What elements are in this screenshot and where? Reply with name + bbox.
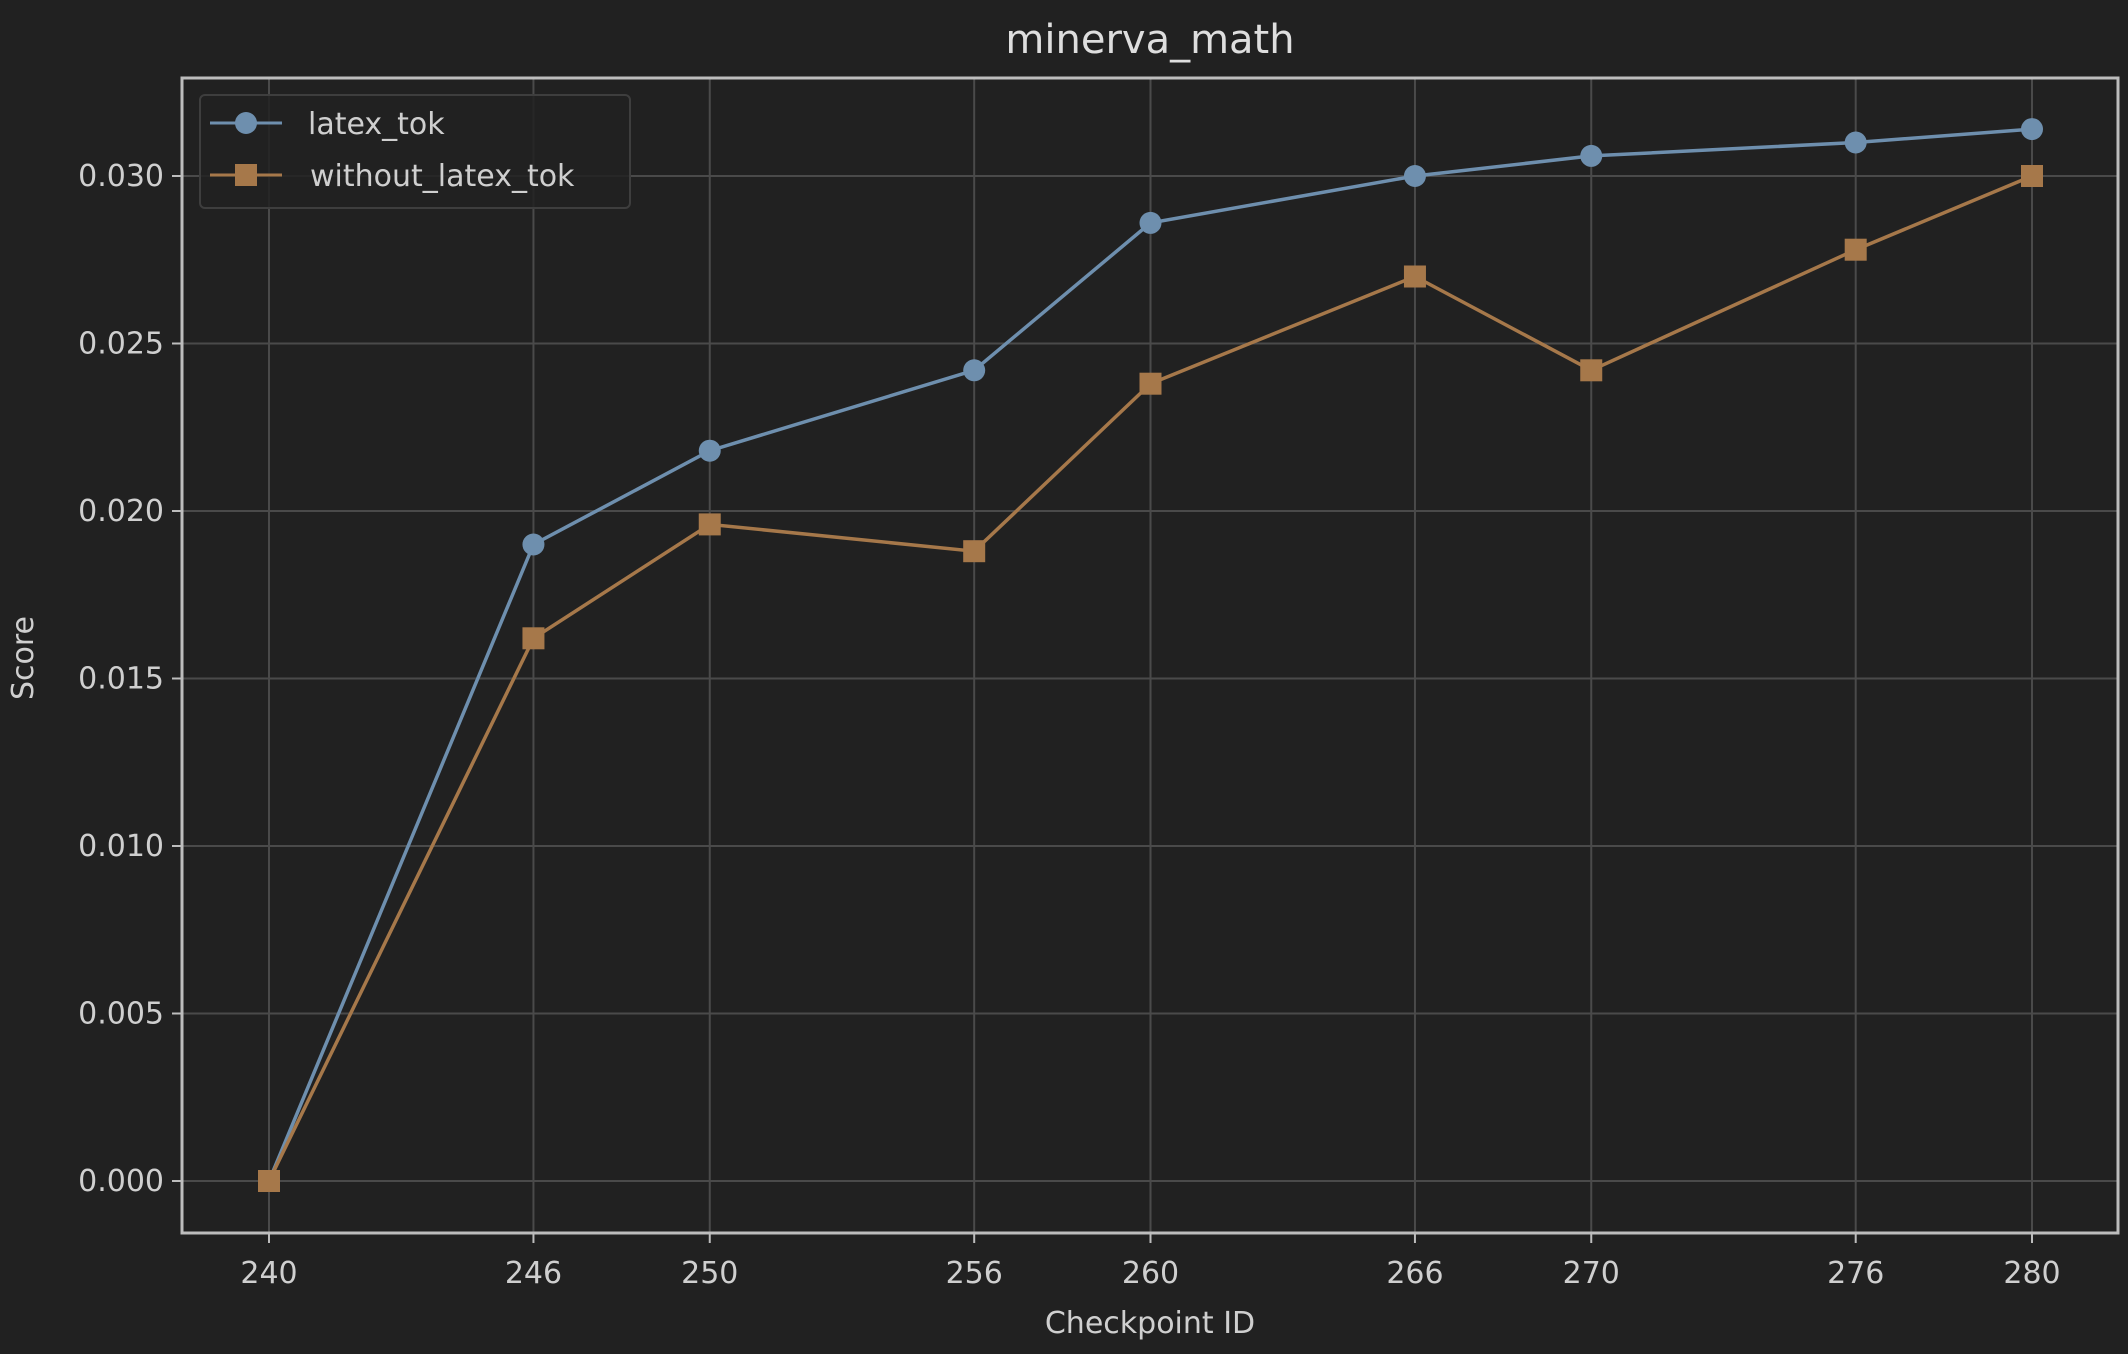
series-latex-tok [258,118,2043,1192]
chart-title: minerva_math [1005,17,1294,63]
legend-label-latex-tok: latex_tok [308,107,445,142]
data-point-circle [1580,144,1603,167]
data-point-square [1580,359,1603,382]
x-tick-label: 260 [1122,1256,1179,1291]
data-point-circle [1139,211,1162,234]
legend-box [199,94,631,209]
circle-marker-icon [235,112,257,134]
data-point-circle [698,439,721,462]
data-point-square [1403,265,1426,288]
series-lines [258,118,2043,1192]
y-axis-label: Score [6,616,41,700]
series-without-latex-tok [258,165,2043,1192]
x-tick-label: 276 [1827,1256,1884,1291]
data-point-square [522,627,545,650]
x-tick-label: 246 [505,1256,562,1291]
x-axis-label: Checkpoint ID [1045,1306,1255,1341]
data-point-circle [2021,118,2043,141]
x-tick-label: 240 [240,1256,297,1291]
data-point-circle [1403,165,1426,187]
data-point-circle [963,359,986,382]
legend-label-without-latex-tok: without_latex_tok [310,159,575,194]
square-marker-icon [235,164,257,186]
x-tick-label: 280 [2003,1256,2060,1291]
y-tick-label: 0.025 [78,327,164,362]
x-tick-label: 270 [1563,1256,1620,1291]
data-point-circle [1844,131,1867,154]
y-tick-label: 0.005 [78,997,164,1032]
x-tick-label: 250 [681,1256,738,1291]
legend: latex_tok without_latex_tok [199,94,631,209]
y-tick-label: 0.030 [78,159,164,194]
data-point-square [1139,372,1162,395]
y-tick-label: 0.015 [78,662,164,697]
grid-lines [182,78,2118,1233]
data-point-circle [522,533,545,556]
y-tick-label: 0.000 [78,1164,164,1199]
y-tick-label: 0.020 [78,494,164,529]
y-tick-label: 0.010 [78,829,164,864]
data-point-square [698,513,721,536]
data-point-square [2021,165,2043,187]
x-tick-label: 266 [1386,1256,1443,1291]
data-point-square [1844,238,1867,261]
x-axis-ticks: 240 246 250 256 260 266 270 276 280 [240,1233,2061,1291]
x-tick-label: 256 [946,1256,1003,1291]
y-axis-ticks: 0.000 0.005 0.010 0.015 0.020 0.025 0.030 [78,159,182,1199]
data-point-square [258,1170,280,1192]
data-point-square [963,540,986,563]
